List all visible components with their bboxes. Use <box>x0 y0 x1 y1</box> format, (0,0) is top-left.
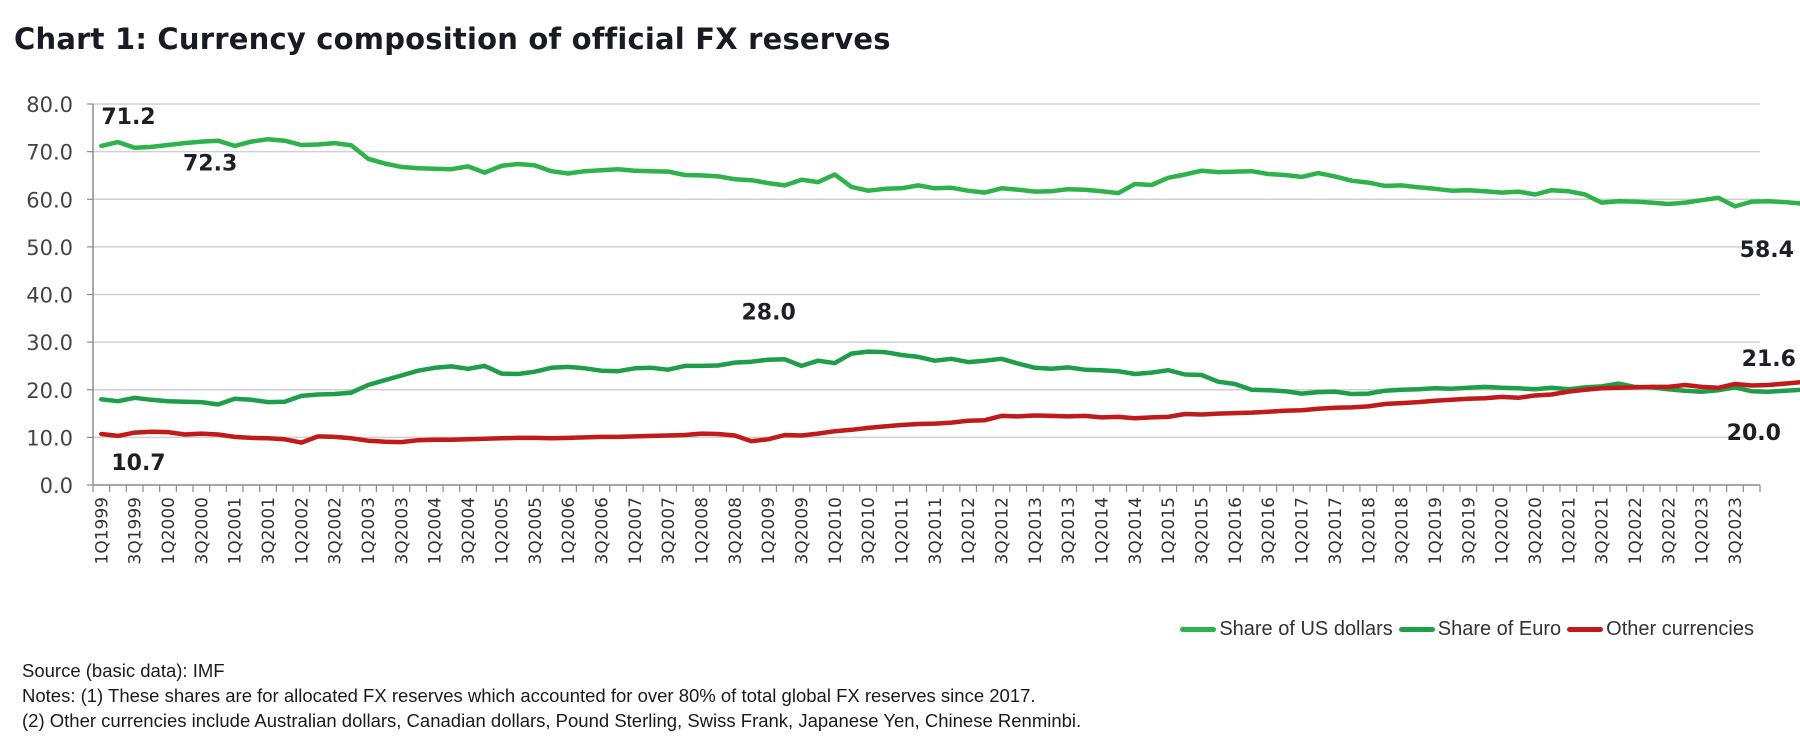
x-tick-label: 3Q2019 <box>1459 497 1479 564</box>
legend-item-usd: Share of US dollars <box>1180 618 1393 641</box>
data-label: 58.4 <box>1740 238 1794 263</box>
data-label: 71.2 <box>101 105 155 130</box>
data-label: 28.0 <box>741 301 795 326</box>
x-tick-label: 1Q2008 <box>692 497 712 564</box>
y-tick-label: 60.0 <box>26 188 73 212</box>
x-tick-label: 1Q2017 <box>1293 497 1313 564</box>
x-tick-label: 1Q2007 <box>626 497 646 564</box>
x-tick-label: 1Q2021 <box>1559 497 1579 564</box>
chart-notes: Source (basic data): IMF Notes: (1) Thes… <box>22 658 1081 733</box>
data-label: 20.0 <box>1727 421 1781 446</box>
x-tick-label: 1Q1999 <box>92 497 112 564</box>
series-line-share-of-euro <box>99 349 1800 407</box>
x-tick-label: 3Q2004 <box>459 497 479 564</box>
x-tick-label: 1Q2022 <box>1626 497 1646 564</box>
x-tick-label: 1Q2001 <box>226 497 246 564</box>
y-tick-label: 70.0 <box>26 141 73 165</box>
x-tick-label: 1Q2006 <box>559 497 579 564</box>
series-line-other-currencies <box>99 379 1800 445</box>
y-tick-label: 10.0 <box>26 426 73 450</box>
x-tick-label: 1Q2019 <box>1426 497 1446 564</box>
legend-item-other: Other currencies <box>1567 618 1754 641</box>
x-tick-label: 1Q2012 <box>959 497 979 564</box>
x-tick-label: 1Q2020 <box>1493 497 1513 564</box>
y-tick-label: 0.0 <box>40 474 73 498</box>
x-tick-label: 1Q2018 <box>1359 497 1379 564</box>
x-tick-label: 3Q2003 <box>392 497 412 564</box>
gridlines <box>93 103 1760 439</box>
data-labels: 71.2 72.3 58.4 28.0 20.0 10.7 21.6 <box>101 105 1796 476</box>
x-tick-label: 3Q2014 <box>1126 497 1146 564</box>
x-tick-label: 3Q2007 <box>659 497 679 564</box>
x-tick-label: 3Q1999 <box>126 497 146 564</box>
x-tick-label: 1Q2011 <box>892 497 912 564</box>
x-axis: 1Q1999 3Q1999 1Q2000 3Q2000 1Q2001 3Q2001 1Q20… <box>92 484 1761 564</box>
x-tick-label: 3Q2001 <box>259 497 279 564</box>
x-tick-label: 3Q2012 <box>993 497 1013 564</box>
x-tick-label: 3Q2022 <box>1659 497 1679 564</box>
x-tick-label: 3Q2002 <box>326 497 346 564</box>
y-tick-label: 80.0 <box>26 93 73 117</box>
legend-swatch-usd <box>1180 627 1217 632</box>
x-tick-label: 1Q2004 <box>426 497 446 564</box>
series-lines <box>99 136 1800 445</box>
series-line-share-of-us-dollars <box>99 136 1800 209</box>
x-tick-label: 1Q2003 <box>359 497 379 564</box>
legend-label-euro: Share of Euro <box>1437 618 1562 640</box>
x-tick-label: 3Q2017 <box>1326 497 1346 564</box>
x-tick-label: 3Q2011 <box>926 497 946 564</box>
data-label: 21.6 <box>1742 347 1796 372</box>
x-tick-label: 1Q2023 <box>1693 497 1713 564</box>
legend-label-usd: Share of US dollars <box>1219 618 1393 640</box>
x-tick-label: 3Q2000 <box>192 497 212 564</box>
legend: Share of US dollars Share of Euro Other … <box>1174 618 1754 641</box>
y-tick-label: 40.0 <box>26 284 73 308</box>
x-tick-label: 1Q2016 <box>1226 497 1246 564</box>
note-1: Notes: (1) These shares are for allocate… <box>22 685 1036 706</box>
x-tick-label: 3Q2018 <box>1393 497 1413 564</box>
x-tick-label: 3Q2006 <box>592 497 612 564</box>
chart-title: Chart 1: Currency composition of officia… <box>14 22 891 56</box>
x-tick-label: 3Q2023 <box>1726 497 1746 564</box>
x-tick-label: 3Q2009 <box>792 497 812 564</box>
x-tick-label: 1Q2009 <box>759 497 779 564</box>
legend-swatch-other <box>1567 627 1604 632</box>
y-tick-label: 30.0 <box>26 331 73 355</box>
x-tick-label: 3Q2021 <box>1593 497 1613 564</box>
x-tick-label: 3Q2010 <box>859 497 879 564</box>
x-tick-label: 3Q2005 <box>526 497 546 564</box>
data-label: 72.3 <box>183 152 237 177</box>
line-chart: 0.0 10.0 20.0 30.0 40.0 50.0 60.0 70.0 80.0 1Q19… <box>26 93 1800 564</box>
legend-swatch-euro <box>1398 627 1435 632</box>
y-tick-label: 50.0 <box>26 236 73 260</box>
x-tick-label: 1Q2015 <box>1159 497 1179 564</box>
x-tick-label: 3Q2013 <box>1059 497 1079 564</box>
y-axis: 0.0 10.0 20.0 30.0 40.0 50.0 60.0 70.0 80.0 <box>26 93 94 498</box>
legend-label-other: Other currencies <box>1606 618 1754 640</box>
x-tick-label: 1Q2000 <box>159 497 179 564</box>
x-tick-label: 3Q2008 <box>726 497 746 564</box>
x-tick-label: 1Q2002 <box>292 497 312 564</box>
x-tick-label: 1Q2013 <box>1026 497 1046 564</box>
x-tick-label: 3Q2020 <box>1526 497 1546 564</box>
y-tick-label: 20.0 <box>26 379 73 403</box>
legend-item-euro: Share of Euro <box>1398 618 1562 641</box>
x-tick-label: 3Q2015 <box>1193 497 1213 564</box>
x-tick-label: 1Q2014 <box>1093 497 1113 564</box>
x-tick-label: 1Q2010 <box>826 497 846 564</box>
x-tick-label: 1Q2005 <box>492 497 512 564</box>
note-2: (2) Other currencies include Australian … <box>22 710 1082 731</box>
x-tick-label: 3Q2016 <box>1259 497 1279 564</box>
source-note: Source (basic data): IMF <box>22 660 225 681</box>
data-label: 10.7 <box>111 451 165 476</box>
